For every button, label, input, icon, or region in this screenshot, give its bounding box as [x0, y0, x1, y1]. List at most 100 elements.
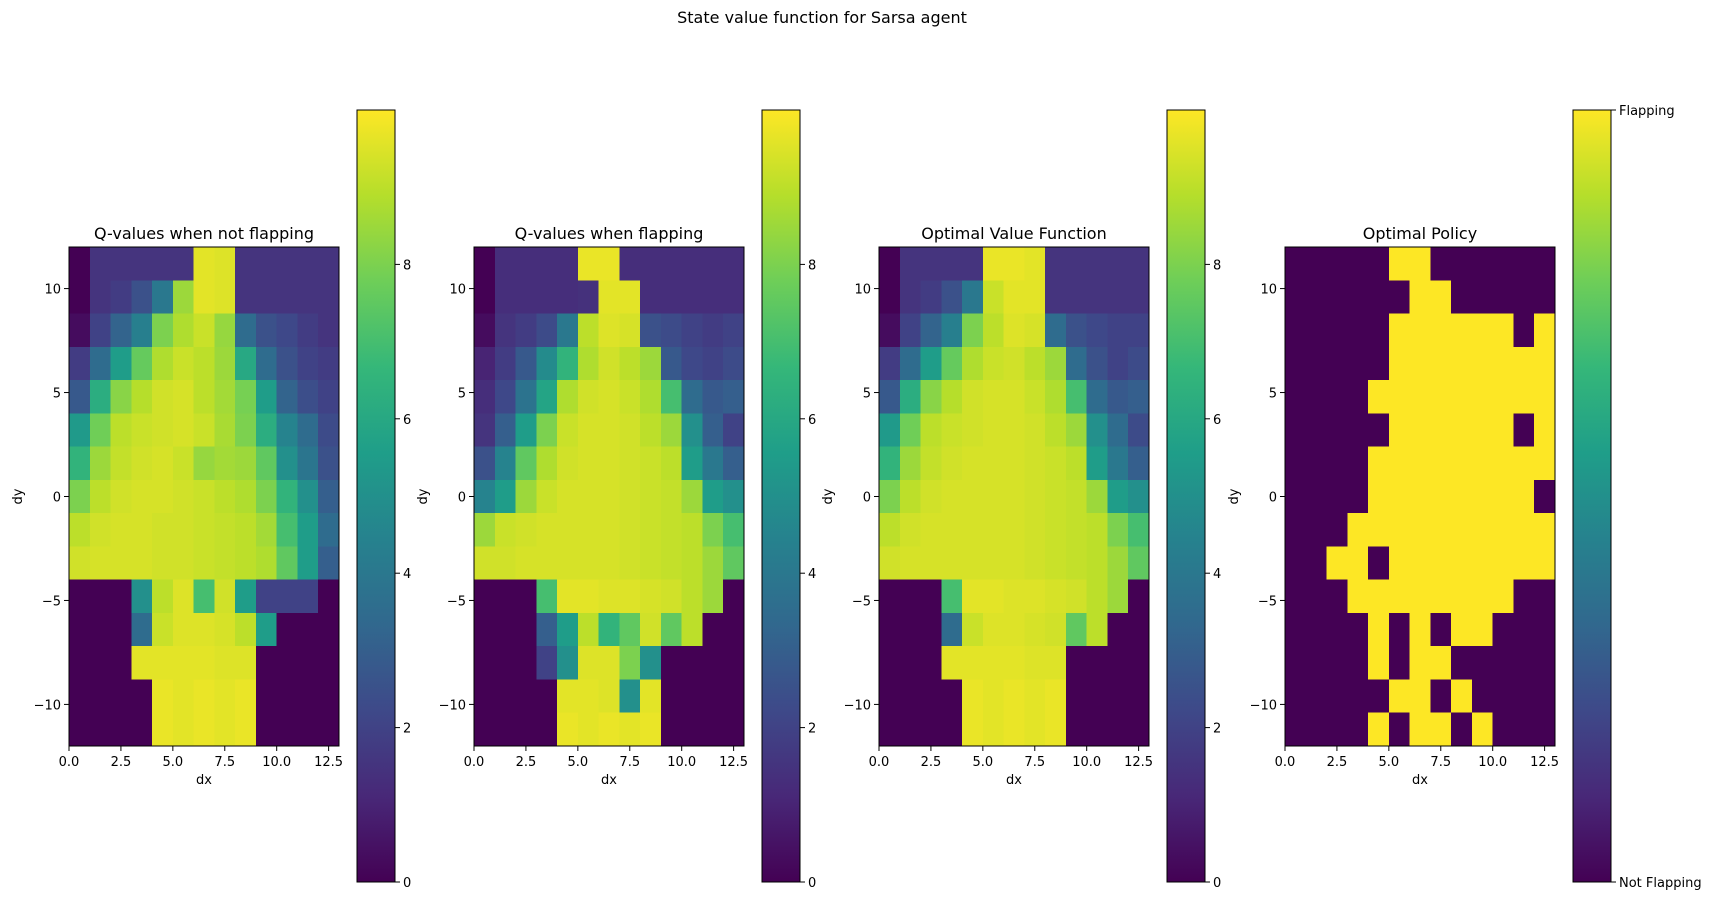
heatmap-cell: [536, 446, 558, 481]
heatmap-cell: [899, 646, 922, 681]
heatmap-cell: [536, 513, 558, 547]
heatmap-cell: [577, 247, 600, 281]
x-tick-label: 2.5: [516, 755, 537, 770]
heatmap-cell: [1003, 346, 1025, 381]
heatmap-cell: [1492, 679, 1515, 714]
heatmap-cell: [214, 280, 236, 315]
heatmap-cell: [193, 579, 215, 614]
heatmap-cell: [1003, 712, 1025, 747]
heatmap-cell: [1107, 280, 1129, 315]
heatmap-cell: [1471, 413, 1494, 448]
chart-title: Optimal Value Function: [921, 224, 1106, 243]
heatmap-cell: [702, 513, 724, 547]
heatmap-cell: [474, 679, 496, 714]
heatmap-cell: [1003, 313, 1025, 348]
heatmap-cell: [962, 679, 984, 714]
x-tick-label: 0.0: [869, 755, 890, 770]
heatmap-cell: [255, 479, 278, 514]
heatmap-cell: [681, 247, 704, 281]
heatmap-cell: [681, 380, 704, 414]
heatmap-cell: [515, 413, 537, 448]
heatmap-cell: [131, 712, 153, 747]
heatmap-cell: [598, 679, 620, 714]
heatmap-cell: [474, 346, 496, 381]
heatmap-cell: [297, 380, 319, 414]
heatmap-cell: [1045, 646, 1067, 681]
heatmap-cell: [536, 712, 558, 747]
y-tick-label: 5: [53, 387, 61, 402]
heatmap-cell: [214, 346, 236, 381]
heatmap-cell: [494, 346, 517, 381]
y-tick-label: −5: [447, 594, 466, 609]
heatmap-cell: [494, 413, 517, 448]
heatmap-cell: [941, 247, 963, 281]
heatmap-cell: [89, 579, 112, 614]
heatmap-cell: [515, 579, 537, 614]
heatmap-cell: [577, 612, 600, 647]
heatmap-cell: [1326, 579, 1348, 614]
heatmap-cell: [681, 446, 704, 481]
heatmap-cell: [1347, 346, 1369, 381]
heatmap-cell: [1003, 679, 1025, 714]
heatmap-cell: [318, 280, 340, 315]
heatmap-cell: [920, 546, 942, 581]
heatmap-cell: [1347, 612, 1369, 647]
heatmap-cell: [1045, 479, 1067, 514]
heatmap-cell: [131, 280, 153, 315]
heatmap-cell: [69, 712, 91, 747]
heatmap-cell: [69, 612, 91, 647]
heatmap-cell: [172, 479, 195, 514]
heatmap-cell: [515, 380, 537, 414]
heatmap-cell: [1471, 247, 1494, 281]
heatmap-cell: [131, 646, 153, 681]
heatmap-cell: [1326, 479, 1348, 514]
heatmap-cell: [255, 280, 278, 315]
heatmap-cell: [110, 712, 132, 747]
heatmap-cell: [69, 346, 91, 381]
heatmap-cell: [619, 513, 641, 547]
heatmap-cell: [598, 546, 620, 581]
heatmap-cell: [193, 346, 215, 381]
heatmap-cell: [69, 546, 91, 581]
heatmap-cell: [1326, 646, 1348, 681]
heatmap-cell: [619, 712, 641, 747]
heatmap-cell: [598, 513, 620, 547]
heatmap-cell: [235, 612, 257, 647]
heatmap-cell: [660, 612, 683, 647]
y-tick-label: 5: [458, 387, 466, 402]
heatmap-cell: [110, 280, 132, 315]
x-axis-label: dx: [601, 773, 617, 788]
y-tick-label: 0: [863, 491, 871, 506]
heatmap-cell: [962, 280, 984, 315]
heatmap-cell: [318, 380, 340, 414]
heatmap-cell: [941, 546, 963, 581]
heatmap-cell: [899, 546, 922, 581]
y-tick-label: 10: [854, 283, 871, 298]
heatmap-cell: [193, 679, 215, 714]
heatmap-cell: [1471, 479, 1494, 514]
heatmap-cell: [1492, 479, 1515, 514]
heatmap-cell: [235, 446, 257, 481]
heatmap-cell: [172, 546, 195, 581]
heatmap-cell: [235, 247, 257, 281]
y-tick-label: 5: [1269, 387, 1277, 402]
heatmap-cell: [962, 712, 984, 747]
heatmap-cell: [214, 712, 236, 747]
heatmap-cell: [660, 513, 683, 547]
heatmap-cell: [640, 280, 662, 315]
heatmap-cell: [1347, 247, 1369, 281]
heatmap-cell: [1409, 313, 1431, 348]
heatmap-cell: [879, 712, 901, 747]
heatmap-cell: [723, 413, 745, 448]
heatmap-cell: [1285, 380, 1307, 414]
heatmap-cell: [193, 446, 215, 481]
heatmap-cell: [1326, 612, 1348, 647]
heatmap-cell: [318, 413, 340, 448]
heatmap-cell: [1285, 413, 1307, 448]
heatmap-cell: [1409, 413, 1431, 448]
heatmap-cell: [1065, 313, 1088, 348]
heatmap-cell: [1024, 313, 1046, 348]
heatmap-cell: [152, 712, 174, 747]
heatmap-cell: [557, 679, 579, 714]
heatmap-cell: [1128, 446, 1150, 481]
